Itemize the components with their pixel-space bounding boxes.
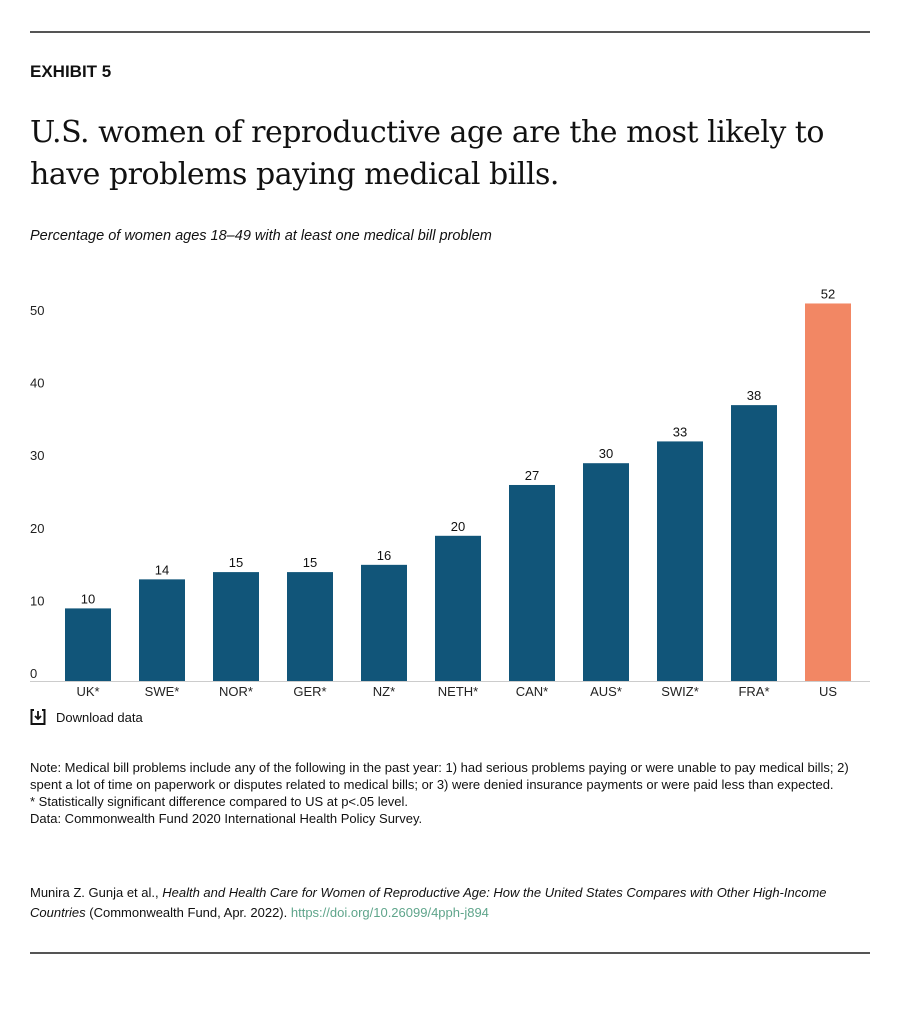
- x-tick-label: SWIZ*: [661, 684, 699, 699]
- x-tick-label: NOR*: [219, 684, 253, 699]
- y-tick-label: 30: [30, 448, 44, 463]
- bar: [731, 405, 777, 681]
- doi-link[interactable]: https://doi.org/10.26099/4pph-j894: [290, 905, 489, 920]
- data-label: 38: [747, 388, 761, 403]
- x-tick-label: GER*: [293, 684, 326, 699]
- bar: [509, 484, 555, 681]
- bottom-divider: [30, 952, 870, 954]
- x-tick-label: US: [819, 684, 837, 699]
- chart-title: U.S. women of reproductive age are the m…: [30, 115, 824, 192]
- bar: [361, 564, 407, 681]
- data-label: 27: [525, 468, 539, 483]
- citation: Munira Z. Gunja et al., Health and Healt…: [30, 883, 870, 923]
- x-tick-label: FRA*: [738, 684, 769, 699]
- download-data-label: Download data: [56, 709, 143, 725]
- bar: [65, 608, 111, 681]
- note-data-source: Data: Commonwealth Fund 2020 Internation…: [30, 811, 423, 826]
- data-label: 15: [229, 555, 243, 570]
- bar: [139, 579, 185, 681]
- data-label: 10: [81, 591, 95, 606]
- x-tick-label: NETH*: [438, 684, 478, 699]
- data-label: 20: [451, 519, 465, 534]
- download-icon: [30, 709, 46, 725]
- download-data-button[interactable]: Download data: [30, 709, 143, 725]
- x-tick-label: NZ*: [373, 684, 395, 699]
- note-significance: * Statistically significant difference c…: [30, 794, 409, 809]
- y-tick-label: 0: [30, 666, 37, 681]
- citation-publisher: (Commonwealth Fund, Apr. 2022).: [85, 905, 291, 920]
- note-definition: Note: Medical bill problems include any …: [30, 760, 849, 792]
- data-label: 16: [377, 548, 391, 563]
- top-divider: [30, 31, 870, 33]
- bar: [583, 463, 629, 681]
- notes: Note: Medical bill problems include any …: [30, 759, 870, 827]
- x-tick-label: AUS*: [590, 684, 622, 699]
- bar: [805, 303, 851, 681]
- data-label: 33: [673, 424, 687, 439]
- bar: [287, 572, 333, 681]
- bar: [213, 572, 259, 681]
- x-tick-label: UK*: [76, 684, 99, 699]
- y-tick-label: 40: [30, 376, 44, 391]
- x-tick-label: CAN*: [516, 684, 549, 699]
- y-tick-label: 50: [30, 303, 44, 318]
- y-tick-label: 20: [30, 521, 44, 536]
- citation-title: Health and Health Care for Women of Repr…: [30, 885, 827, 920]
- bar: [657, 441, 703, 681]
- data-label: 30: [599, 446, 613, 461]
- bar: [435, 535, 481, 681]
- x-tick-label: SWE*: [145, 684, 180, 699]
- data-label: 52: [821, 286, 835, 301]
- exhibit-label: EXHIBIT 5: [30, 62, 112, 81]
- data-label: 14: [155, 562, 169, 577]
- data-label: 15: [303, 555, 317, 570]
- citation-authors: Munira Z. Gunja et al.,: [30, 885, 163, 900]
- y-tick-label: 10: [30, 593, 44, 608]
- chart-subtitle: Percentage of women ages 18–49 with at l…: [30, 228, 492, 244]
- bar-chart: 0 10 20 30 40 50 10 UK* 14 SWE* 15 NOR* 15 GER* 16 NZ* 2…: [30, 286, 870, 699]
